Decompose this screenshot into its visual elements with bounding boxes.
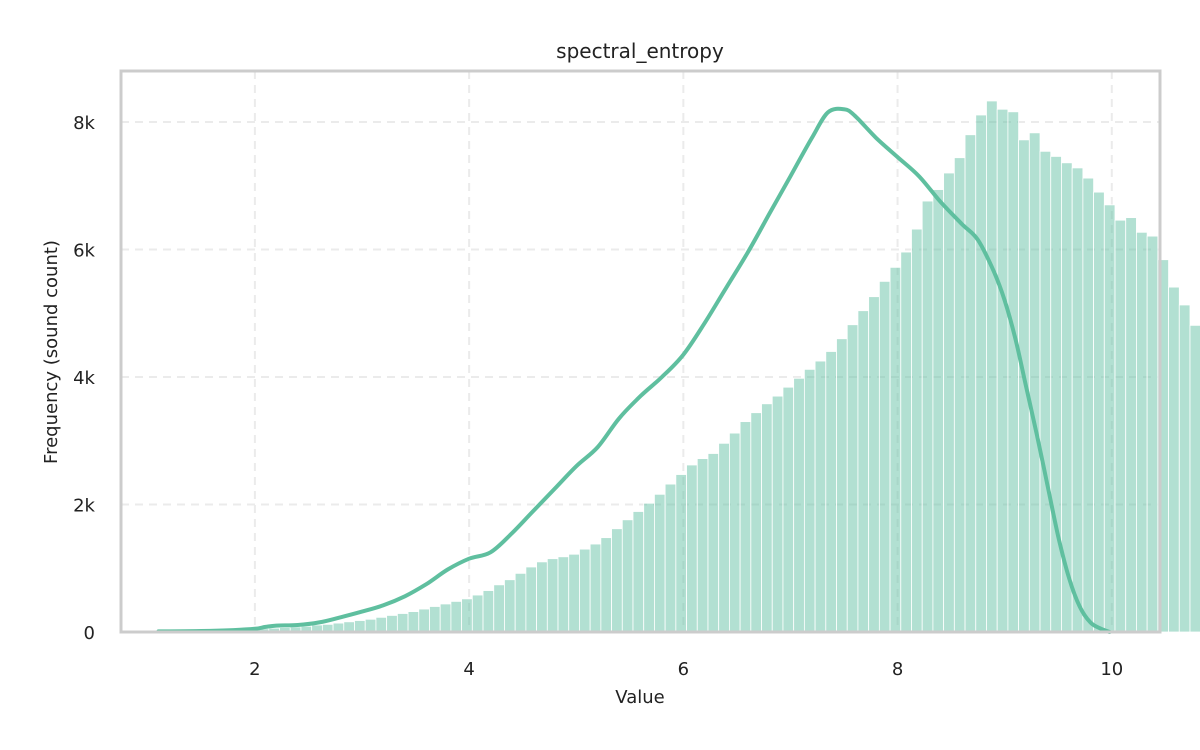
y-axis-label: Frequency (sound count) xyxy=(41,240,62,464)
histogram-bar xyxy=(921,200,934,633)
histogram-bar xyxy=(557,556,570,633)
x-axis-ticks: 2 4 6 8 10 xyxy=(249,659,1123,680)
histogram-bar xyxy=(664,483,677,633)
histogram-bar xyxy=(1071,167,1084,633)
histogram-bar xyxy=(696,458,709,633)
histogram-bar xyxy=(986,100,998,633)
histogram-bar xyxy=(793,377,805,633)
histogram-bar xyxy=(1146,235,1159,633)
plot-frame xyxy=(119,69,1162,634)
x-tick-label: 2 xyxy=(249,659,260,680)
chart-title: spectral_entropy xyxy=(556,39,724,63)
histogram-bar xyxy=(621,519,634,633)
x-tick-label: 6 xyxy=(678,659,689,680)
histogram-bar xyxy=(611,528,623,633)
histogram-bar xyxy=(814,360,827,633)
x-axis-label: Value xyxy=(615,687,664,708)
histogram-bar xyxy=(1136,231,1148,633)
histogram-bar xyxy=(1103,204,1116,633)
histogram-bar xyxy=(600,537,612,633)
histogram-bar xyxy=(1007,111,1020,633)
histogram-bar xyxy=(407,611,420,633)
histogram-bar xyxy=(589,543,602,633)
histogram-bar xyxy=(878,280,891,633)
histogram-bar xyxy=(579,548,591,633)
histogram-bar xyxy=(450,601,463,633)
histogram-bar xyxy=(568,553,580,633)
y-tick-label: 0 xyxy=(84,623,95,644)
histogram-bar xyxy=(889,266,902,633)
histogram-bar xyxy=(707,453,720,633)
histogram-bar xyxy=(846,324,859,633)
histogram-bar xyxy=(1168,286,1180,633)
histogram-bar xyxy=(675,474,687,633)
kde-curve xyxy=(156,106,1112,634)
histogram-bar xyxy=(418,608,430,633)
histogram-bar xyxy=(654,493,666,633)
histogram-bars xyxy=(161,100,1200,633)
histogram-bar xyxy=(546,558,559,633)
y-tick-label: 8k xyxy=(73,113,95,134)
histogram-bar xyxy=(836,338,848,633)
histogram-bar xyxy=(771,395,784,633)
y-axis-ticks: 0 2k 4k 6k 8k xyxy=(73,113,95,644)
histogram-bar xyxy=(461,598,473,633)
histogram-bar xyxy=(1028,132,1041,633)
histogram-bar xyxy=(825,351,837,633)
histogram-bar xyxy=(364,618,377,633)
x-tick-label: 10 xyxy=(1100,659,1123,680)
histogram-bar xyxy=(857,310,870,633)
histogram-bar xyxy=(439,603,452,633)
histogram-bar xyxy=(482,590,495,633)
x-tick-label: 8 xyxy=(892,659,903,680)
histogram-bar xyxy=(996,108,1009,633)
histogram-bar xyxy=(975,114,987,633)
histogram-bar xyxy=(1125,217,1137,633)
x-tick-label: 4 xyxy=(463,659,474,680)
histogram-bar xyxy=(375,616,388,633)
histogram-bar xyxy=(514,572,527,633)
histogram-bar xyxy=(504,579,516,633)
histogram-bar xyxy=(643,502,655,633)
histogram-bar xyxy=(343,621,355,633)
y-tick-label: 4k xyxy=(73,368,95,389)
histogram-bar xyxy=(429,606,441,633)
histogram-bar xyxy=(525,566,538,633)
histogram-bar xyxy=(386,615,398,633)
histogram-bar xyxy=(354,620,366,633)
histogram-bar xyxy=(1039,150,1052,633)
histogram-bar xyxy=(632,511,645,633)
histogram-bar xyxy=(729,432,741,633)
density-curve-group xyxy=(156,106,1112,634)
histogram-bar xyxy=(1093,191,1105,633)
histogram-bar xyxy=(471,594,484,633)
histogram-bar xyxy=(739,421,752,633)
histogram-bar xyxy=(686,464,698,633)
y-tick-label: 6k xyxy=(73,241,95,262)
histogram-bar xyxy=(396,613,409,633)
histogram-bar xyxy=(718,442,730,633)
histogram-bar xyxy=(493,584,505,633)
histogram-bar xyxy=(803,368,816,633)
histogram-bar xyxy=(1050,156,1062,633)
histogram-bar xyxy=(782,386,795,633)
histogram-bar xyxy=(750,412,762,633)
histogram-bar xyxy=(1189,324,1200,633)
histogram-bar xyxy=(953,157,966,633)
histogram-bar xyxy=(932,189,945,633)
histogram-bar xyxy=(911,228,923,633)
histogram-bar xyxy=(964,134,977,633)
y-tick-label: 2k xyxy=(73,496,95,517)
histogram-bar xyxy=(943,172,955,633)
histogram-bar xyxy=(1082,177,1094,633)
histogram-bar xyxy=(536,561,548,633)
histogram-bar xyxy=(761,403,773,633)
histogram-bar xyxy=(900,251,912,633)
histogram-bar xyxy=(1114,219,1127,633)
histogram-bar xyxy=(868,296,880,633)
histogram-bar xyxy=(1178,304,1191,633)
